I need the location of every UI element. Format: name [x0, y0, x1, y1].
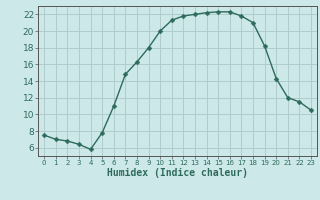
X-axis label: Humidex (Indice chaleur): Humidex (Indice chaleur)	[107, 168, 248, 178]
